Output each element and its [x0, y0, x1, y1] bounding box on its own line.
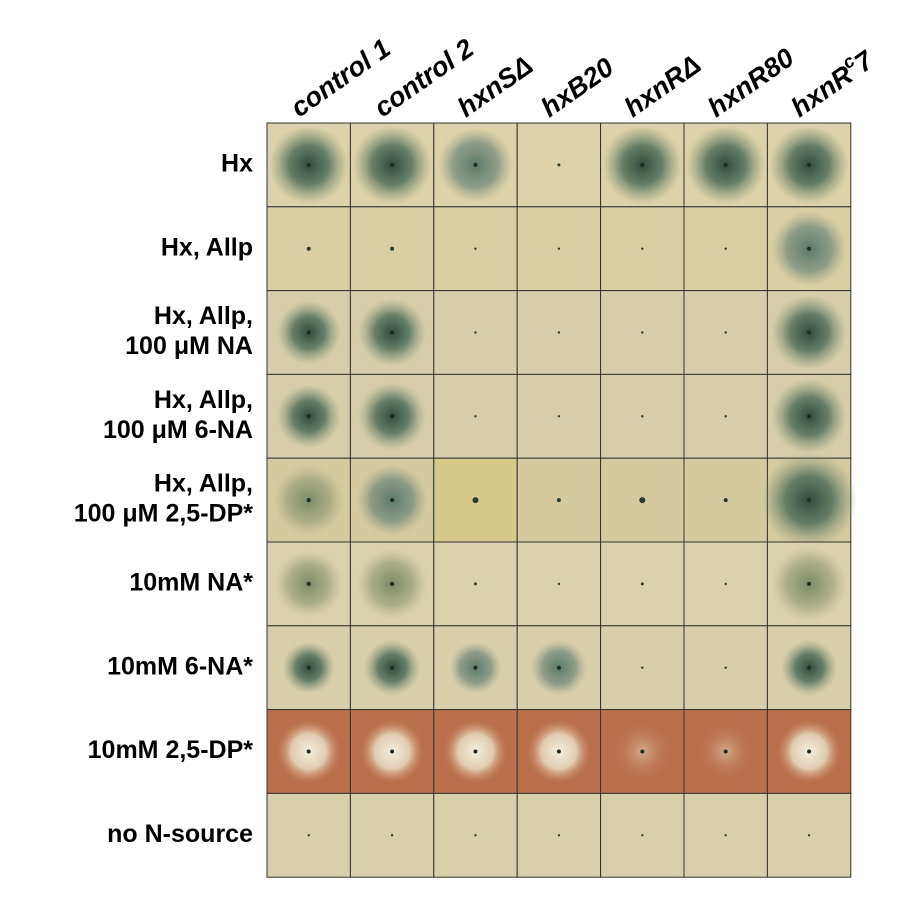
- colony-center: [390, 498, 395, 503]
- colony: [474, 247, 477, 250]
- colony-center: [473, 665, 478, 670]
- colony: [641, 331, 644, 334]
- row-label: Hx, Allp,: [154, 470, 253, 498]
- column-label-part: 7: [849, 44, 880, 78]
- colony: [724, 247, 727, 250]
- plate: [516, 792, 602, 878]
- colony-center: [807, 330, 812, 335]
- colony-center: [306, 330, 311, 335]
- colony: [724, 415, 727, 418]
- row-label: Hx: [221, 150, 253, 178]
- colony: [474, 331, 477, 334]
- colony-center: [807, 749, 812, 754]
- colony-center: [306, 498, 311, 503]
- colony-center: [807, 665, 812, 670]
- colony: [724, 666, 727, 669]
- row-label: 100 μM NA: [125, 332, 253, 360]
- colony: [641, 247, 644, 250]
- row-label: Hx, Allp: [161, 233, 253, 261]
- row-label: 10mM NA*: [129, 569, 253, 597]
- colony: [723, 498, 728, 503]
- colony: [641, 834, 644, 837]
- colony-center: [723, 749, 728, 754]
- colony-center: [390, 162, 395, 167]
- colony: [641, 666, 644, 669]
- colony-center: [390, 414, 395, 419]
- colony: [474, 582, 477, 586]
- colony: [807, 834, 811, 837]
- colony: [557, 415, 561, 418]
- colony: [556, 498, 561, 503]
- colony-center: [640, 162, 645, 167]
- colony-center: [390, 749, 395, 754]
- colony-center: [807, 498, 812, 503]
- colony: [472, 497, 479, 504]
- colony: [641, 415, 644, 418]
- colony-center: [807, 414, 812, 419]
- colony: [390, 834, 394, 837]
- row-label: 10mM 2,5-DP*: [88, 736, 254, 764]
- colony: [557, 582, 561, 586]
- colony: [306, 246, 311, 251]
- row-label: 100 μM 2,5-DP*: [74, 500, 254, 528]
- row-label: 10mM 6-NA*: [107, 652, 253, 680]
- colony-center: [807, 581, 812, 586]
- colony: [639, 497, 646, 504]
- column-label: hxnRc7: [783, 41, 880, 123]
- colony: [724, 582, 727, 586]
- colony: [474, 834, 477, 837]
- colony: [390, 246, 395, 251]
- row-label: Hx, Allp,: [154, 302, 253, 330]
- colony-center: [306, 581, 311, 586]
- column-label: hxnRΔ: [619, 49, 706, 123]
- colony: [557, 163, 561, 167]
- colony-center: [807, 162, 812, 167]
- colony-center: [723, 162, 728, 167]
- colony: [557, 331, 561, 334]
- colony-center: [306, 414, 311, 419]
- row-label: 100 μM 6-NA: [103, 416, 253, 444]
- colony-center: [807, 246, 812, 251]
- column-label: hxB20: [535, 52, 619, 123]
- colony: [557, 834, 561, 837]
- colony-center: [640, 749, 645, 754]
- colony-center: [556, 749, 561, 754]
- colony-center: [473, 162, 478, 167]
- colony-center: [390, 665, 395, 670]
- colony-center: [306, 749, 311, 754]
- colony: [640, 582, 644, 586]
- colony-center: [306, 162, 311, 167]
- colony: [724, 331, 727, 334]
- colony-center: [473, 749, 478, 754]
- colony: [557, 247, 561, 250]
- colony: [474, 415, 477, 418]
- colony-center: [556, 665, 561, 670]
- colony-center: [390, 330, 395, 335]
- colony-center: [390, 581, 395, 586]
- row-label: no N-source: [107, 820, 253, 848]
- colony-center: [306, 665, 311, 670]
- colony: [724, 834, 727, 837]
- column-label: hxnR80: [702, 42, 799, 123]
- row-label: Hx, Allp,: [154, 386, 253, 414]
- colony: [307, 834, 310, 837]
